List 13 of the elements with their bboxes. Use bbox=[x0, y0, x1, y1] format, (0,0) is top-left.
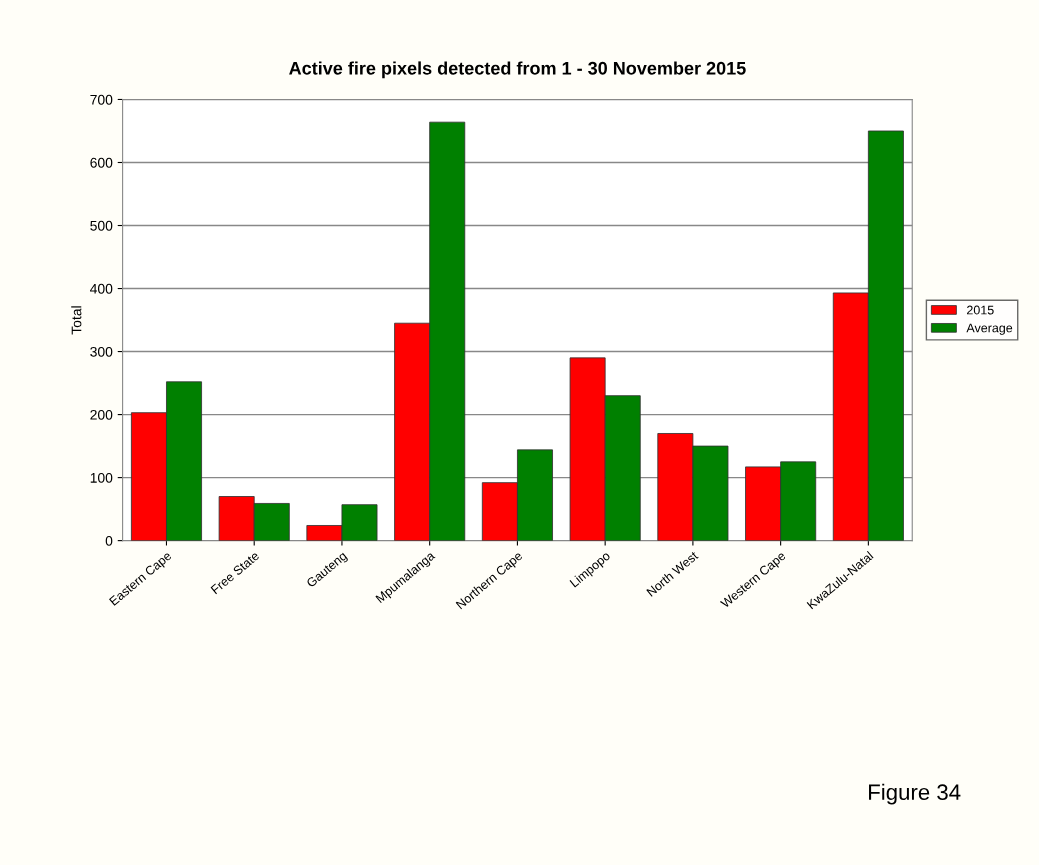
y-tick-label: 0 bbox=[105, 535, 113, 546]
caption: Figure 34 bbox=[869, 783, 961, 805]
y-tick-label: 100 bbox=[90, 472, 113, 483]
legend-label: Average bbox=[966, 323, 1013, 335]
legend-label: 2015 bbox=[967, 305, 994, 315]
y-tick-label: 600 bbox=[90, 157, 113, 168]
y-axis-title: Total bbox=[71, 306, 82, 335]
y-tick-label: 500 bbox=[90, 220, 113, 231]
y-tick-label: 300 bbox=[90, 346, 113, 357]
y-tick-label: 400 bbox=[90, 283, 113, 294]
chart-title: Active fire pixels detected from 1 - 30 November 2015 bbox=[289, 61, 746, 79]
y-tick-label: 700 bbox=[90, 94, 113, 105]
y-tick-label: 200 bbox=[90, 409, 113, 420]
